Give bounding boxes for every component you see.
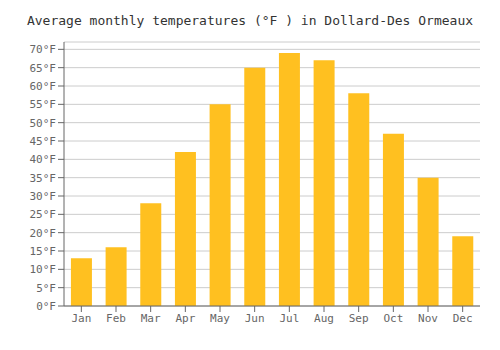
svg-text:Apr: Apr (175, 312, 195, 325)
svg-text:40°F: 40°F (30, 153, 57, 166)
svg-text:Jan: Jan (71, 312, 91, 325)
svg-text:60°F: 60°F (30, 80, 57, 93)
svg-text:Dec: Dec (453, 312, 473, 325)
svg-text:20°F: 20°F (30, 227, 57, 240)
svg-text:50°F: 50°F (30, 117, 57, 130)
svg-text:45°F: 45°F (30, 135, 57, 148)
svg-text:15°F: 15°F (30, 245, 57, 258)
svg-text:70°F: 70°F (30, 43, 57, 56)
svg-text:Jun: Jun (245, 312, 265, 325)
svg-text:25°F: 25°F (30, 208, 57, 221)
svg-text:May: May (210, 312, 230, 325)
svg-text:Jul: Jul (279, 312, 299, 325)
svg-text:55°F: 55°F (30, 98, 57, 111)
svg-text:Oct: Oct (383, 312, 403, 325)
svg-text:Mar: Mar (141, 312, 161, 325)
svg-text:Aug: Aug (314, 312, 334, 325)
svg-text:0°F: 0°F (36, 300, 56, 313)
svg-text:35°F: 35°F (30, 172, 57, 185)
svg-text:65°F: 65°F (30, 62, 57, 75)
svg-text:Feb: Feb (106, 312, 126, 325)
html-text:Average monthly temperatures (: Average monthly temperatures (°F ) in Do… (26, 13, 474, 28)
svg-text:30°F: 30°F (30, 190, 57, 203)
svg-text:5°F: 5°F (36, 282, 56, 295)
svg-text:10°F: 10°F (30, 263, 57, 276)
svg-text:Nov: Nov (418, 312, 438, 325)
svg-text:Sep: Sep (349, 312, 369, 325)
